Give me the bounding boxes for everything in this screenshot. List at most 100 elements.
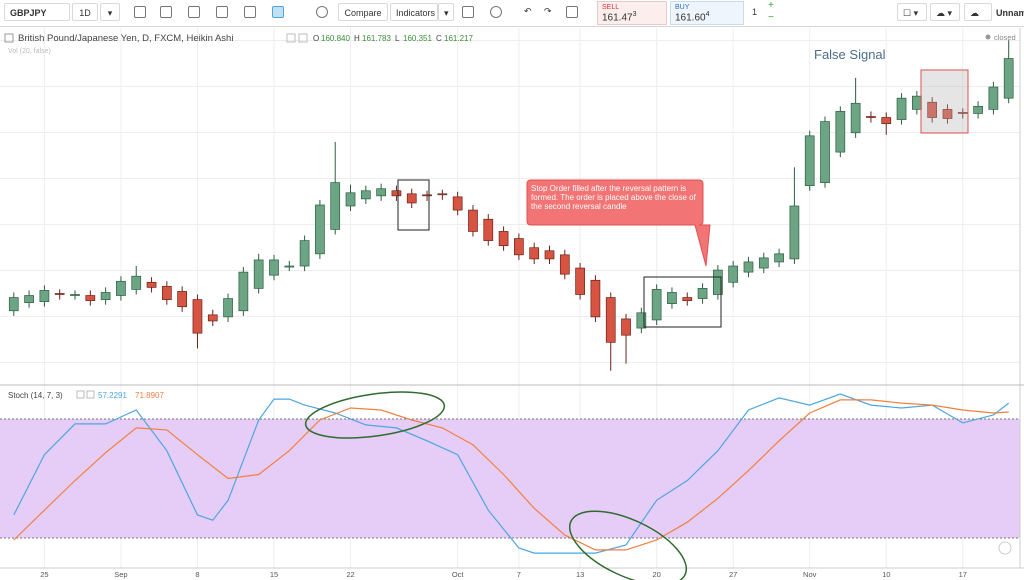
symbol-box[interactable]: GBPJPY: [4, 3, 70, 21]
ohlc-key: H: [354, 34, 360, 43]
candle-body: [713, 269, 723, 295]
ohlc-key: L: [395, 34, 400, 43]
compare-button[interactable]: Compare: [338, 3, 388, 21]
candle-body: [376, 188, 386, 197]
callout-text: Stop Order filled after the reversal pat…: [531, 184, 696, 211]
layout-button[interactable]: ☐ ▾: [897, 3, 927, 21]
save-button[interactable]: ☁: [964, 3, 992, 21]
candle-body: [743, 261, 754, 273]
candle-body: [299, 240, 310, 267]
false-signal-label: False Signal: [814, 47, 886, 62]
stoch-settings[interactable]: [76, 390, 85, 399]
bars-icon[interactable]: [134, 6, 146, 18]
candle-body: [559, 254, 570, 275]
legend-close[interactable]: [298, 33, 308, 43]
false-signal-box: [920, 69, 969, 134]
candle-body: [70, 294, 80, 296]
idea-icon[interactable]: [490, 6, 502, 18]
scroll-button[interactable]: [998, 541, 1012, 555]
area-icon[interactable]: [216, 6, 228, 18]
interval[interactable]: 1D: [72, 3, 98, 21]
callout-bubble: [526, 179, 711, 267]
ohlc-value: 160.351: [403, 34, 432, 43]
candle-body: [360, 190, 371, 200]
toolbar: GBPJPY 1D ▾ Compare Indicators ▾ ↶ ↷ SEL…: [0, 0, 1024, 27]
candle-body: [498, 231, 509, 247]
candle-body: [896, 97, 907, 120]
candle-body: [774, 253, 784, 263]
quantity-stepper[interactable]: + −: [768, 0, 774, 23]
volume-label: Vol (20, false): [8, 48, 51, 55]
sell-box[interactable]: SELL 161.473: [597, 1, 667, 25]
candle-body: [116, 280, 126, 296]
x-tick-label: 20: [652, 570, 660, 579]
candle-body: [957, 112, 968, 114]
candle-body: [391, 190, 402, 197]
candle-body: [177, 291, 187, 308]
candle-body: [54, 293, 65, 295]
x-tick-label: 8: [195, 570, 199, 579]
x-tick-label: 25: [40, 570, 48, 579]
ha-icon[interactable]: [244, 6, 256, 18]
candles-icon[interactable]: [160, 6, 172, 18]
ohlc-value: 161.217: [444, 34, 473, 43]
cloud-button[interactable]: ☁ ▾: [930, 3, 960, 21]
ohlc-key: O: [313, 34, 319, 43]
candle-body: [728, 265, 739, 283]
candle-body: [207, 314, 218, 322]
buy-price: 161.604: [675, 11, 739, 23]
alert-icon[interactable]: [462, 6, 474, 18]
candle-body: [483, 218, 494, 241]
quantity[interactable]: 1: [752, 7, 758, 17]
candle-body: [345, 192, 356, 207]
buy-box[interactable]: BUY 161.604: [670, 1, 744, 25]
legend-settings[interactable]: [286, 33, 296, 43]
candle-body: [973, 105, 983, 114]
candle-body: [422, 194, 432, 197]
stoch-close[interactable]: [86, 390, 95, 399]
x-tick-label: 7: [517, 570, 521, 579]
candle-body: [8, 297, 19, 312]
sell-label: SELL: [602, 4, 620, 11]
heikin-icon[interactable]: [272, 6, 284, 18]
candle-body: [881, 117, 892, 124]
fullscreen-icon[interactable]: [566, 6, 578, 18]
candle-body: [804, 135, 815, 187]
stoch-line: [13, 399, 1009, 551]
candle-body: [24, 295, 34, 303]
price-grid: [0, 28, 1020, 383]
candle-body: [820, 121, 830, 183]
candle-body: [315, 204, 325, 255]
indicators-dropdown[interactable]: ▾: [438, 3, 454, 21]
line-icon[interactable]: [188, 6, 200, 18]
buy-price-main: 161.60: [675, 12, 706, 24]
candle-body: [866, 116, 876, 118]
candle-body: [238, 271, 249, 312]
layout-name[interactable]: Unnam: [996, 8, 1024, 18]
candle-body: [437, 193, 448, 196]
redo-icon[interactable]: ↷: [544, 6, 552, 16]
x-tick-label: Oct: [452, 570, 465, 579]
candle-body: [1003, 58, 1014, 99]
candle-body: [605, 297, 616, 343]
candle-body: [850, 102, 861, 134]
candle-body: [988, 86, 999, 110]
candle-body: [912, 95, 922, 110]
candle-body: [789, 205, 800, 260]
indicators-button[interactable]: Indicators: [390, 3, 438, 21]
candle-body: [192, 299, 203, 334]
undo-icon[interactable]: ↶: [524, 6, 532, 16]
sell-pip: 3: [632, 11, 637, 18]
stoch-title: Stoch (14, 7, 3): [8, 391, 63, 400]
crossover-ellipse: [304, 391, 446, 439]
interval-dropdown[interactable]: ▾: [100, 3, 120, 21]
candle-body: [651, 289, 662, 321]
collapse-icon[interactable]: [4, 33, 14, 43]
candle-body: [667, 292, 677, 305]
x-tick-label: 27: [729, 570, 737, 579]
settings-icon[interactable]: [316, 6, 328, 18]
ohlc-value: 161.783: [362, 34, 391, 43]
x-tick-label: Sep: [114, 570, 127, 579]
candle-body: [621, 318, 631, 336]
